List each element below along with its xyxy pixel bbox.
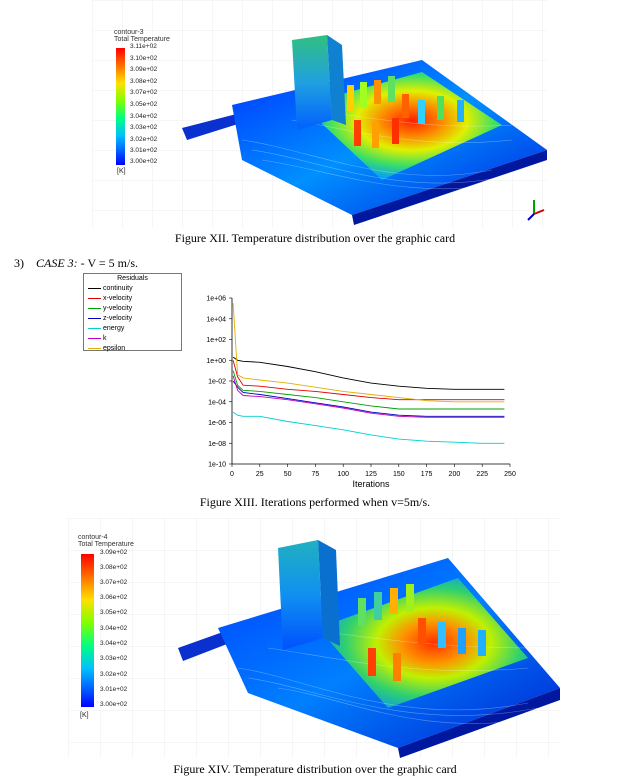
contour-name-14: contour-4 <box>78 534 108 541</box>
colorbar-14-level: 3.06e+02 <box>100 594 128 601</box>
colorbar-14-level: 3.00e+02 <box>100 701 128 708</box>
legend-label: z-velocity <box>103 314 133 322</box>
y-tick-label: 1e-10 <box>208 462 226 469</box>
legend-item-x-velocity: x-velocity <box>84 293 181 303</box>
colorbar-12 <box>116 48 125 165</box>
legend-label: k <box>103 334 107 342</box>
legend-swatch <box>88 297 101 299</box>
colorbar-12-level: 3.09e+02 <box>130 66 158 73</box>
legend-swatch <box>88 327 101 329</box>
case-3-text: - V = 5 m/s. <box>77 256 139 270</box>
legend-label: epsilon <box>103 344 126 352</box>
x-tick-label: 225 <box>476 471 488 478</box>
figure-12-caption: Figure XII. Temperature distribution ove… <box>174 231 456 245</box>
case-3-heading: 3) CASE 3: - V = 5 m/s. <box>14 256 138 271</box>
legend-label: x-velocity <box>103 294 133 302</box>
figure-12-image: contour-3 Total Temperature 3.11e+02 3.1… <box>92 0 547 228</box>
y-tick-label: 1e+06 <box>206 296 226 303</box>
bracket-wall <box>278 540 323 650</box>
residuals-chart: 1e+06 1e+04 1e+02 1e+00 1e-02 1e-04 1e-06 1e-08… <box>206 296 516 490</box>
colorbar-14-level: 3.05e+02 <box>100 609 128 616</box>
series-line-energy <box>232 411 505 444</box>
y-tick-label: 1e+04 <box>206 316 226 323</box>
x-tick-label: 0 <box>230 471 234 478</box>
heatsink-fins <box>358 584 486 681</box>
x-tick-label: 150 <box>393 471 405 478</box>
colorbar-14-level: 3.09e+02 <box>100 549 128 556</box>
legend-swatch <box>88 307 101 309</box>
y-tick-label: 1e-04 <box>208 399 226 406</box>
legend-swatch <box>88 337 101 339</box>
heatsink-fins <box>347 76 464 148</box>
legend-swatch <box>88 347 101 349</box>
legend-swatch <box>88 317 101 319</box>
legend-item-k: k <box>84 333 181 343</box>
contour-quantity-12: Total Temperature <box>114 36 170 43</box>
residuals-legend: Residuals continuity x-velocity y-velocity… <box>83 273 182 353</box>
x-tick-label: 75 <box>312 471 320 478</box>
y-tick-label: 1e+02 <box>206 337 226 344</box>
figure-14-render <box>68 518 560 758</box>
colorbar-14-level: 3.04e+02 <box>100 625 128 632</box>
figure-13-caption: Figure XIII. Iterations performed when v… <box>199 495 431 509</box>
case-3-label: CASE 3: <box>36 256 78 270</box>
bracket-wall <box>292 35 332 130</box>
colorbar-14-level: 3.01e+02 <box>100 686 128 693</box>
series-line-x-velocity <box>232 360 505 401</box>
x-tick-label: 25 <box>256 471 264 478</box>
legend-label: continuity <box>103 284 133 292</box>
figure-14-image: contour-4 Total Temperature 3.09e+02 3.0… <box>68 518 560 758</box>
series-line-y-velocity <box>232 370 505 410</box>
colorbar-14 <box>81 554 94 707</box>
colorbar-12-level: 3.02e+02 <box>130 136 158 143</box>
contour-name-12: contour-3 <box>114 29 144 36</box>
colorbar-14-level: 3.04e+02 <box>100 640 128 647</box>
x-tick-label: 125 <box>365 471 377 478</box>
legend-label: y-velocity <box>103 304 133 312</box>
x-tick-label: 200 <box>449 471 461 478</box>
y-tick-label: 1e-02 <box>208 379 226 386</box>
colorbar-12-unit: [K] <box>117 168 126 175</box>
colorbar-12-level: 3.00e+02 <box>130 158 158 165</box>
figure-12-render <box>92 0 547 228</box>
legend-item-y-velocity: y-velocity <box>84 303 181 313</box>
colorbar-12-level: 3.07e+02 <box>130 89 158 96</box>
y-tick-label: 1e-06 <box>208 420 226 427</box>
series-line-z-velocity <box>232 380 505 417</box>
y-tick-label: 1e+00 <box>206 358 226 365</box>
colorbar-12-level: 3.11e+02 <box>130 43 157 50</box>
case-3-number: 3) <box>14 256 24 270</box>
colorbar-12-level: 3.08e+02 <box>130 78 158 85</box>
legend-title: Residuals <box>117 275 148 282</box>
x-tick-label: 175 <box>421 471 433 478</box>
legend-item-epsilon: epsilon <box>84 343 181 353</box>
colorbar-14-level: 3.08e+02 <box>100 564 128 571</box>
colorbar-12-level: 3.01e+02 <box>130 147 158 154</box>
legend-item-energy: energy <box>84 323 181 333</box>
series-line-k <box>232 375 505 418</box>
colorbar-12-level: 3.04e+02 <box>130 113 158 120</box>
x-tick-label: 50 <box>284 471 292 478</box>
x-tick-label: 100 <box>337 471 349 478</box>
series-line-epsilon <box>232 303 505 403</box>
legend-swatch <box>88 287 101 289</box>
legend-label: energy <box>103 324 125 332</box>
series-line-continuity <box>232 356 505 390</box>
legend-item-continuity: continuity <box>84 283 181 293</box>
colorbar-14-unit: [K] <box>80 712 89 719</box>
colorbar-12-level: 3.03e+02 <box>130 124 158 131</box>
figure-14-caption: Figure XIV. Temperature distribution ove… <box>173 762 457 776</box>
colorbar-14-level: 3.07e+02 <box>100 579 128 586</box>
x-tick-label: 250 <box>504 471 516 478</box>
axis-triad <box>527 200 545 221</box>
x-axis-label: Iterations <box>352 479 390 489</box>
contour-quantity-14: Total Temperature <box>78 541 134 548</box>
colorbar-12-level: 3.05e+02 <box>130 101 158 108</box>
y-tick-label: 1e-08 <box>208 441 226 448</box>
colorbar-14-level: 3.02e+02 <box>100 671 128 678</box>
colorbar-12-level: 3.10e+02 <box>130 55 158 62</box>
legend-item-z-velocity: z-velocity <box>84 313 181 323</box>
colorbar-14-level: 3.03e+02 <box>100 655 128 662</box>
